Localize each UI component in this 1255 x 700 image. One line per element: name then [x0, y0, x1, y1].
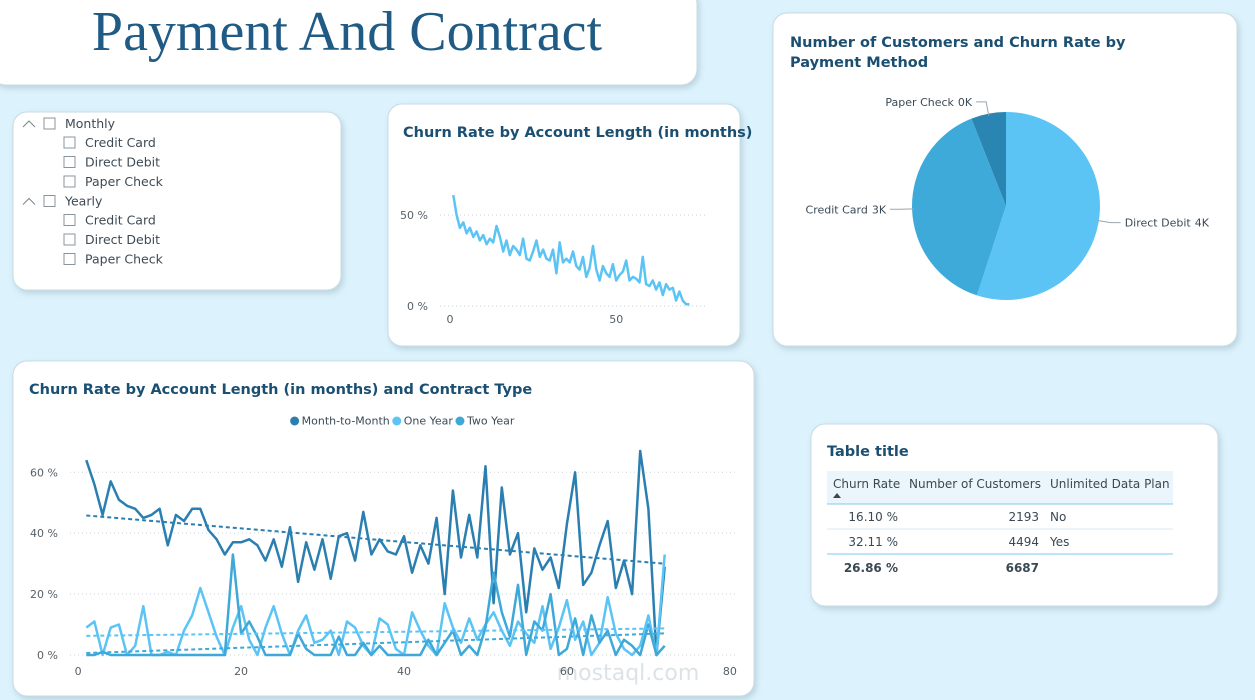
x-tick-label: 80: [723, 665, 737, 678]
legend-marker[interactable]: [392, 416, 402, 426]
watermark: mostaql.com: [557, 661, 700, 686]
legend-item[interactable]: One Year: [392, 415, 453, 428]
y-tick-label: 40 %: [30, 527, 58, 540]
slicer-card: [12, 111, 342, 291]
chart-title: Number of Customers and Churn Rate by Pay…: [790, 35, 1126, 71]
series-line: [452, 194, 690, 306]
pie-label-value: 0K: [958, 96, 973, 109]
checkbox[interactable]: [43, 195, 56, 207]
table: Churn Rate Number of Customers Unlimited D…: [827, 471, 1173, 575]
leader-line: [976, 101, 990, 116]
slicer-item-label[interactable]: Credit Card: [85, 213, 156, 228]
slicer: Monthly Credit Card Direct Debit Paper Chec…: [22, 116, 164, 267]
checkbox[interactable]: [63, 253, 76, 265]
table-total: 26.86 %: [844, 561, 898, 575]
checkbox[interactable]: [63, 214, 76, 226]
x-tick-label: 0: [75, 665, 82, 678]
chart-title: Churn Rate by Account Length (in months)…: [29, 382, 532, 398]
table-cell: 32.11 %: [848, 535, 898, 549]
table-cell: No: [1050, 510, 1066, 524]
y-tick-label: 60 %: [30, 466, 58, 479]
trend-line: [86, 632, 665, 655]
y-tick-label: 0 %: [407, 300, 428, 313]
column-header[interactable]: Unlimited Data Plan: [1050, 477, 1170, 491]
table-title: Table title: [827, 444, 909, 460]
slicer-group-label[interactable]: Yearly: [64, 194, 103, 209]
x-tick-label: 60: [560, 665, 574, 678]
slicer-item-label[interactable]: Paper Check: [85, 252, 164, 267]
pie-label-value: 4K: [1195, 217, 1210, 230]
y-tick-label: 20 %: [30, 588, 58, 601]
column-header[interactable]: Churn Rate: [833, 477, 900, 491]
pie-slice: [912, 118, 1006, 296]
header-card: [0, 0, 698, 86]
pie-label: Credit Card 3K: [806, 203, 887, 216]
slicer-item-label[interactable]: Credit Card: [85, 135, 156, 150]
pie-label: Paper Check 0K: [885, 96, 972, 109]
legend-marker[interactable]: [455, 416, 465, 426]
slicer-item-label[interactable]: Direct Debit: [85, 155, 160, 170]
slicer-item-label[interactable]: Direct Debit: [85, 232, 160, 247]
checkbox[interactable]: [63, 156, 76, 168]
series-line: [85, 449, 666, 657]
checkbox[interactable]: [63, 233, 76, 246]
table-cell: 2193: [1008, 510, 1039, 524]
pie-label-category: Credit Card: [806, 203, 868, 216]
slicer-item-label[interactable]: Paper Check: [85, 174, 164, 189]
x-tick-label: 20: [234, 665, 248, 678]
legend-label[interactable]: One Year: [404, 415, 454, 428]
trend-line: [86, 627, 665, 637]
chart-title: Churn Rate by Account Length (in months): [403, 125, 752, 141]
expand-chevron[interactable]: [22, 120, 36, 128]
checkbox[interactable]: [63, 136, 76, 149]
checkbox[interactable]: [63, 175, 76, 188]
table-cell: 4494: [1008, 535, 1039, 549]
pie-label: Direct Debit 4K: [1125, 217, 1210, 230]
table-total: 6687: [1006, 561, 1039, 575]
checkbox[interactable]: [43, 117, 56, 130]
y-tick-label: 50 %: [400, 209, 428, 222]
leader-line: [1096, 219, 1121, 224]
table-card: [810, 423, 1219, 607]
column-header[interactable]: Number of Customers: [909, 477, 1041, 491]
pie-label-category: Direct Debit: [1125, 217, 1192, 230]
table-cell: 16.10 %: [848, 510, 898, 524]
pie-slice: [971, 112, 1006, 206]
pie-label-category: Paper Check: [885, 96, 954, 109]
x-tick-label: 40: [397, 665, 411, 678]
expand-chevron[interactable]: [22, 197, 36, 205]
title-line: Number of Customers and Churn Rate by: [790, 35, 1126, 51]
slicer-group-label[interactable]: Monthly: [65, 116, 116, 131]
legend-label[interactable]: Month-to-Month: [302, 415, 390, 428]
title-line: Payment Method: [790, 55, 928, 71]
x-tick-label: 0: [446, 313, 453, 326]
page-title: Payment And Contract: [92, 1, 603, 63]
legend-marker[interactable]: [290, 416, 300, 426]
legend-label[interactable]: Two Year: [466, 415, 515, 428]
sort-indicator: [833, 493, 841, 498]
table-header-bg: [827, 471, 1173, 504]
trend-line: [86, 514, 665, 565]
table-cell: Yes: [1049, 535, 1069, 549]
legend-item[interactable]: Two Year: [455, 415, 515, 428]
pie-label-value: 3K: [872, 203, 887, 216]
x-tick-label: 50: [609, 313, 623, 326]
series-line: [86, 553, 666, 657]
legend-item[interactable]: Month-to-Month: [290, 415, 390, 428]
series-line: [85, 554, 666, 657]
chart-card: [387, 103, 741, 347]
pie-slice: [976, 112, 1101, 301]
y-tick-label: 0 %: [37, 649, 58, 662]
